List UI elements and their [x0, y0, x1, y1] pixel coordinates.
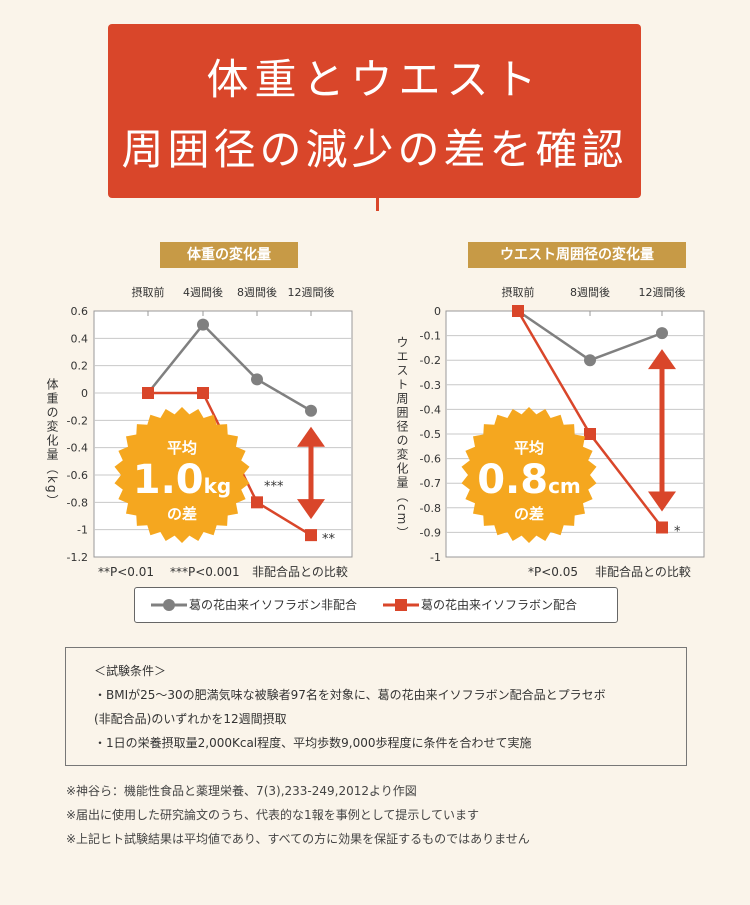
c1-point-non [197, 318, 209, 331]
c2-sig-12w: * [674, 524, 681, 539]
c2-y-tick-label: -0.4 [420, 403, 441, 416]
c1-point-with [305, 529, 317, 542]
c2-point-non [584, 354, 596, 367]
c1-point-non [251, 373, 263, 386]
c2-badge-bottom: の差 [514, 505, 544, 523]
legend-gray-swatch [151, 599, 187, 611]
c2-x-tick-label: 12週間後 [639, 285, 686, 299]
legend: 葛の花由来イソフラボン非配合 葛の花由来イソフラボン配合 [134, 587, 618, 623]
c2-y-axis-label: ウエスト周囲径の変化量（cm） [395, 336, 409, 541]
test-conditions-box: ＜試験条件＞ ・BMIが25〜30の肥満気味な被験者97名を対象に、葛の花由来イ… [65, 647, 687, 766]
conditions-heading: ＜試験条件＞ [94, 664, 167, 678]
c2-y-tick-label: -0.2 [420, 354, 441, 367]
c1-point-with [142, 387, 154, 399]
c2-y-tick-label: -0.9 [420, 526, 441, 539]
c2-point-non [656, 327, 668, 340]
note-1: ※神谷ら：機能性食品と薬理栄養、7(3),233-249,2012より作図 [66, 784, 417, 798]
c2-x-tick-label: 摂取前 [502, 285, 535, 299]
c1-x-tick-label: 4週間後 [183, 285, 223, 299]
c2-footnote-1: *P<0.05 [528, 565, 578, 579]
c2-y-tick-label: -0.8 [420, 502, 441, 515]
title-line-2: 周囲径の減少の差を確認 [121, 125, 628, 174]
c1-footnote-2: ***P<0.001 [170, 565, 240, 579]
conditions-line-2: (非配合品)のいずれかを12週間摂取 [94, 712, 287, 726]
c1-y-tick-label: 0.4 [71, 332, 89, 345]
c1-sig-8w: *** [264, 479, 284, 494]
c1-badge-number: 1.0 [133, 457, 204, 503]
c2-y-tick-label: -0.6 [420, 453, 441, 466]
c2-footnote-2: 非配合品との比較 [595, 564, 691, 579]
c2-point-with [584, 428, 596, 440]
c2-badge-top: 平均 [514, 439, 544, 457]
chart-2-title: ウエスト周囲径の変化量 [468, 242, 686, 268]
c2-y-tick-label: -0.3 [420, 379, 441, 392]
c1-badge-bottom: の差 [167, 505, 197, 523]
c2-y-tick-label: -0.7 [420, 477, 441, 490]
c1-y-tick-label: 0.2 [71, 360, 89, 373]
c1-y-tick-label: -1 [77, 524, 88, 537]
c2-y-tick-label: -0.1 [420, 330, 441, 343]
c1-y-tick-label: 0.6 [71, 305, 89, 318]
c2-y-tick-label: -1 [430, 551, 441, 564]
c2-badge-unit: cm [548, 474, 581, 498]
conditions-line-3: ・1日の栄養摂取量2,000Kcal程度、平均歩数9,000歩程度に条件を合わせ… [94, 736, 532, 750]
c1-y-tick-label: -0.2 [67, 414, 88, 427]
c1-point-with [197, 387, 209, 399]
c1-x-tick-label: 摂取前 [132, 285, 165, 299]
c1-series-line-non [147, 322, 312, 412]
c2-y-tick-label: -0.5 [420, 428, 441, 441]
c2-point-with [512, 305, 524, 317]
c2-point-with [656, 521, 668, 534]
c1-badge-unit: kg [204, 474, 232, 498]
c1-footnote-3: 非配合品との比較 [252, 564, 348, 579]
c2-y-tick-label: 0 [434, 305, 441, 318]
legend-orange-swatch [383, 599, 419, 611]
c1-x-tick-label: 12週間後 [288, 285, 335, 299]
title-banner: 体重とウエスト 周囲径の減少の差を確認 [108, 24, 641, 198]
c1-badge-star [114, 407, 250, 543]
c1-diff-arrow-head-down [297, 499, 325, 520]
banner-pointer [376, 198, 379, 211]
charts-svg: 0.6 0.4 0.2 0 -0.2 -0.4 -0.6 -0.8 -1 -1.2 摂取前 4週間後 8… [45, 285, 705, 579]
c2-badge-value: 0.8cm [477, 457, 581, 503]
c1-y-tick-label: -0.4 [67, 442, 88, 455]
c2-diff-arrow-head-down [648, 491, 676, 512]
c2-badge-star [461, 407, 597, 543]
c1-sig-12w: ** [322, 532, 336, 547]
c1-point-with [251, 496, 263, 509]
c2-x-tick-label: 8週間後 [570, 285, 610, 299]
c2-badge-number: 0.8 [477, 457, 548, 503]
c1-y-tick-label: -0.6 [67, 469, 88, 482]
c1-y-tick-label: -0.8 [67, 496, 88, 509]
c1-y-axis-label: 体重の変化量（kg） [45, 378, 59, 509]
chart-1-title: 体重の変化量 [160, 242, 298, 268]
c1-badge-top: 平均 [167, 439, 197, 457]
c1-point-non [305, 404, 317, 417]
legend-label-with: 葛の花由来イソフラボン配合 [421, 598, 578, 612]
title-line-1: 体重とウエスト [206, 55, 543, 104]
legend-label-non: 葛の花由来イソフラボン非配合 [189, 598, 358, 612]
note-3: ※上記ヒト試験結果は平均値であり、すべての方に効果を保証するものではありません [66, 832, 530, 846]
c2-diff-arrow-head-up [648, 349, 676, 370]
c1-footnote-1: **P<0.01 [98, 565, 154, 579]
c1-diff-arrow-head-up [297, 426, 325, 447]
note-2: ※届出に使用した研究論文のうち、代表的な1報を事例として提示しています [66, 808, 479, 822]
c1-badge-value: 1.0kg [133, 457, 231, 503]
conditions-line-1: ・BMIが25〜30の肥満気味な被験者97名を対象に、葛の花由来イソフラボン配合… [94, 688, 606, 702]
c1-y-tick-label: 0 [81, 387, 88, 400]
c1-x-tick-label: 8週間後 [237, 285, 277, 299]
c1-y-tick-label: -1.2 [67, 551, 88, 564]
